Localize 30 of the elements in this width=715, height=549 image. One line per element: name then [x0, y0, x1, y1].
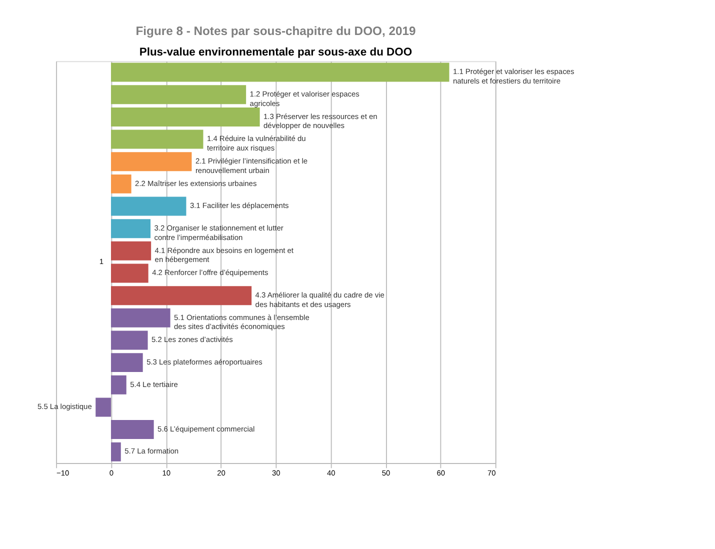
y-tick-label: 5.6 L’équipement commercial — [158, 424, 256, 434]
chart-title: Figure 8 - Notes par sous-chapitre du DOO, 2019 — [136, 24, 416, 38]
y-tick-label: 5.4 Le tertiaire — [130, 380, 178, 389]
x-tick-label: 40 — [326, 468, 336, 478]
y-tick-label: 5.7 La formation — [124, 446, 179, 456]
y-tick-label: 5.5 La logistique — [37, 402, 92, 412]
y-tick-label: 2.1 Privilégier l’intensification et le renouvellement urbain — [195, 156, 308, 175]
y-tick-label: 5.2 Les zones d’activités — [152, 335, 234, 344]
y-tick-label: 1.3 Préserver les ressources et en développer de nouvelles — [264, 112, 378, 130]
y-tick-label: 5.3 Les plateformes aéroportuaires — [146, 357, 263, 366]
y-tick-label: 4.3 Améliorer la qualité du cadre de vie des habitants et des usagers — [255, 290, 384, 309]
y-tick-label: 3.2 Organiser le stationnement et lutter contre l’imperméabilisation — [154, 223, 284, 242]
x-tick-label: 50 — [382, 468, 390, 478]
x-tick-label: 30 — [272, 468, 280, 478]
x-tick-label: 70 — [488, 468, 496, 478]
x-tick-label: 0 — [109, 468, 114, 478]
x-tick-label: −10 — [56, 468, 70, 478]
y-tick-label: 4.1 Répondre aux besoins en logement et en hébergement — [154, 246, 294, 264]
y-tick-label: 1.1 Protéger et valoriser les espaces naturels et forestiers du territoire — [452, 67, 574, 86]
y-tick-label: 1.2 Protéger et valoriser espaces agricoles — [250, 90, 360, 108]
y-tick-label: 5.1 Orientations communes à l’ensemble des sites d’activités économiques — [174, 312, 310, 332]
x-tick-label: 10 — [162, 468, 171, 478]
chart-subtitle: Plus-value environnementale par sous-axe du DOO — [139, 46, 412, 59]
y-tick-label: 3.1 Faciliter les déplacements — [190, 201, 290, 210]
annotation: 1 — [99, 256, 104, 266]
x-tick-label: 60 — [436, 468, 446, 478]
y-tick-label: 1.4 Réduire la vulnérabilité du territoire aux risques — [206, 134, 306, 152]
y-tick-label: 2.2 Maîtriser les extensions urbaines — [135, 178, 257, 188]
y-tick-label: 4.2 Renforcer l’offre d’équipements — [152, 268, 268, 278]
x-tick-label: 20 — [217, 468, 226, 478]
